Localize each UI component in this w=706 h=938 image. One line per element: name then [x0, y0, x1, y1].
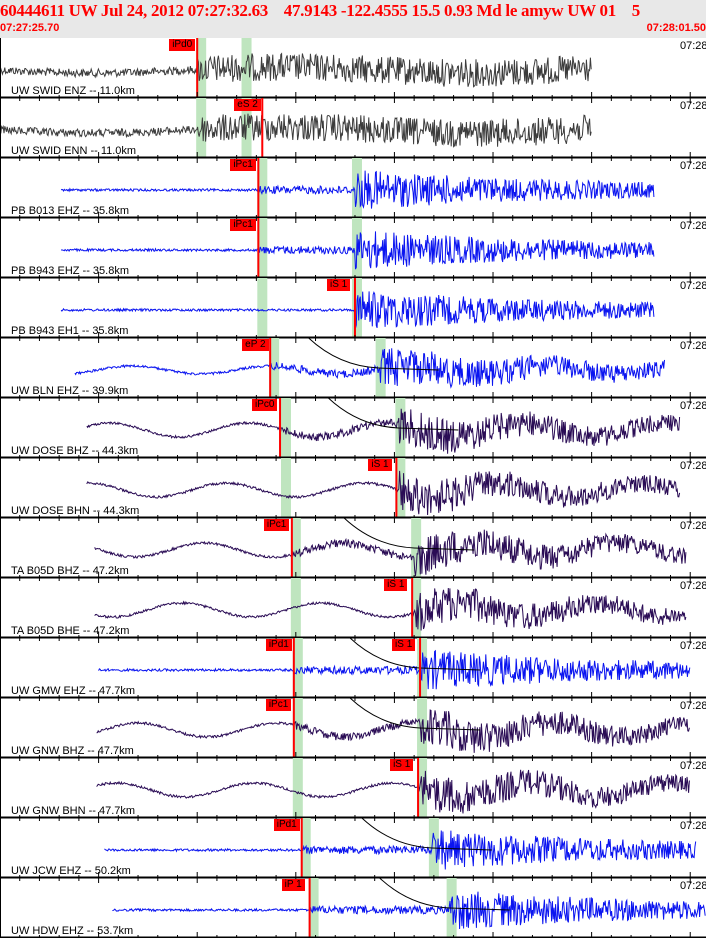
trace-time-label: 07:28	[680, 640, 706, 652]
waveform-trace	[60, 231, 655, 270]
waveform-trace	[60, 291, 655, 329]
waveform-trace	[0, 113, 592, 148]
pick-window-band	[269, 338, 280, 398]
pick-label[interactable]: iP 1	[281, 879, 305, 891]
travel-time-curve	[349, 697, 481, 731]
trace-time-label: 07:28	[680, 880, 706, 892]
event-header: 60444611 UW Jul 24, 2012 07:27:32.63 47.…	[0, 0, 706, 38]
trace-label: UW BLN EHZ -- 39.9km	[11, 385, 129, 397]
trace-time-label: 07:28	[680, 400, 706, 412]
pick-label[interactable]: iS 1	[392, 639, 416, 651]
trace-label: UW JCW EHZ -- 50.2km	[11, 865, 131, 877]
pick-label[interactable]: iPd1	[265, 639, 292, 651]
seismogram-panel[interactable]	[0, 38, 706, 938]
travel-time-curve	[343, 517, 475, 551]
pick-window-band	[411, 578, 422, 638]
pick-window-band	[292, 638, 303, 698]
pick-label[interactable]: iPc1	[265, 699, 292, 711]
window-end-time: 07:28:01.50	[646, 22, 706, 34]
pick-window-band	[300, 818, 311, 878]
trace-label: UW HDW EHZ -- 53.7km	[11, 925, 134, 937]
trace-label: PB B013 EHZ -- 35.8km	[11, 205, 129, 217]
pick-window-band	[257, 158, 268, 218]
trace-label: TA B05D BHE -- 47.2km	[11, 625, 130, 637]
waveform-trace	[94, 529, 687, 577]
travel-time-curve	[308, 337, 439, 371]
trace-label: UW SWID ENN -- 11.0km	[11, 145, 137, 157]
trace-label: UW GNW BHZ -- 47.7km	[11, 745, 134, 757]
trace-label: UW DOSE BHZ -- 44.3km	[11, 445, 139, 457]
waveform-trace	[112, 891, 706, 930]
travel-time-curve	[328, 397, 459, 431]
trace-label: UW SWID ENZ -- 11.0km	[11, 85, 135, 97]
pick-label[interactable]: iPc0	[252, 399, 278, 411]
trace-time-label: 07:28	[680, 40, 706, 52]
pick-window-band	[257, 218, 268, 278]
trace-label: UW GMW EHZ -- 47.7km	[11, 685, 136, 697]
trace-label: PB B943 EHZ -- 35.8km	[11, 265, 129, 277]
event-title: 60444611 UW Jul 24, 2012 07:27:32.63 47.…	[0, 1, 640, 20]
trace-label: TA B05D BHZ -- 47.2km	[11, 565, 129, 577]
waveform-trace	[98, 649, 691, 690]
pick-label[interactable]: iS 1	[384, 579, 408, 591]
window-start-time: 07:27:25.70	[0, 22, 60, 34]
trace-label: UW GNW BHN -- 47.7km	[11, 805, 136, 817]
waveform-trace	[86, 470, 681, 516]
pick-window-band	[290, 518, 301, 578]
trace-label: UW DOSE BHN -- 44.3km	[11, 505, 140, 517]
waveform-trace	[94, 587, 687, 631]
trace-time-label: 07:28	[680, 520, 706, 532]
pick-window-band	[280, 398, 291, 458]
pick-label[interactable]: iPd1	[273, 819, 300, 831]
waveform-trace	[104, 830, 697, 870]
pick-label[interactable]: iPd0	[169, 39, 196, 51]
trace-time-label: 07:28	[680, 220, 706, 232]
pick-label[interactable]: iS 1	[390, 759, 414, 771]
travel-time-curve	[379, 877, 510, 911]
pick-window-band	[292, 698, 303, 758]
pick-label[interactable]: eP 2	[242, 339, 269, 351]
pick-window-band	[257, 278, 268, 338]
pick-label[interactable]: iS 1	[326, 279, 351, 291]
pick-label[interactable]: iS 1	[368, 459, 392, 471]
trace-label: PB B943 EH1 -- 35.8km	[11, 325, 129, 337]
trace-time-label: 07:28	[680, 820, 706, 832]
waveform-trace	[96, 769, 690, 814]
waveform-trace	[60, 170, 655, 209]
trace-time-label: 07:28	[680, 760, 706, 772]
pick-label[interactable]: iPc1	[230, 219, 256, 231]
waveform-trace	[0, 52, 592, 88]
trace-time-label: 07:28	[680, 580, 706, 592]
pick-label[interactable]: iPc1	[230, 159, 256, 171]
trace-time-label: 07:28	[680, 280, 706, 292]
trace-time-label: 07:28	[680, 160, 706, 172]
pick-window-band	[292, 758, 303, 818]
pick-label[interactable]: eS 2	[234, 99, 261, 111]
waveform-trace	[96, 709, 690, 753]
waveform-trace	[74, 348, 665, 389]
trace-time-label: 07:28	[680, 340, 706, 352]
trace-time-label: 07:28	[680, 460, 706, 472]
pick-window-band	[196, 38, 207, 98]
pick-window-band	[290, 578, 301, 638]
pick-window-band	[280, 458, 291, 518]
travel-time-curve	[361, 817, 492, 851]
trace-time-label: 07:28	[680, 100, 706, 112]
waveform-trace	[86, 408, 681, 454]
pick-label[interactable]: iPc1	[263, 519, 290, 531]
pick-window-band	[241, 38, 252, 98]
trace-time-label: 07:28	[680, 700, 706, 712]
